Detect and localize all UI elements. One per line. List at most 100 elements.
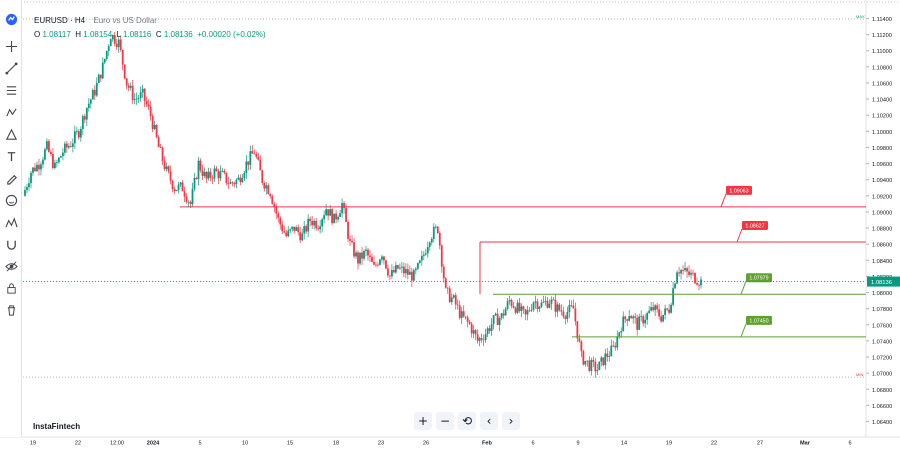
- y-tick-label[interactable]: 1.10200: [872, 114, 892, 120]
- candle-body: [494, 313, 497, 316]
- ruler-icon[interactable]: [3, 214, 19, 230]
- y-tick-label[interactable]: 1.10800: [872, 65, 892, 71]
- y-tick-label[interactable]: 1.09200: [872, 194, 892, 200]
- scroll-right-button[interactable]: ›: [502, 412, 520, 430]
- trash-icon[interactable]: [3, 302, 19, 318]
- y-tick-label[interactable]: 1.07000: [872, 372, 892, 378]
- y-tick-label[interactable]: 1.10000: [872, 130, 892, 136]
- level-label[interactable]: 1.08627: [745, 224, 764, 230]
- level-tag[interactable]: [746, 273, 772, 283]
- candle-body: [628, 315, 631, 321]
- projection-icon[interactable]: [3, 126, 19, 142]
- y-tick-label[interactable]: 1.10400: [872, 98, 892, 104]
- reset-button[interactable]: ⟲: [458, 412, 476, 430]
- y-tick-label[interactable]: 1.06600: [872, 404, 892, 410]
- x-tick-label[interactable]: Feb: [482, 441, 493, 447]
- pattern-icon[interactable]: [3, 104, 19, 120]
- y-tick-label[interactable]: 1.08400: [872, 259, 892, 265]
- level-label[interactable]: 1.07979: [749, 276, 768, 282]
- candle-body: [61, 152, 64, 157]
- y-tick-label[interactable]: 1.06800: [872, 388, 892, 394]
- y-tick-label[interactable]: 1.09400: [872, 178, 892, 184]
- x-tick-label[interactable]: 18: [333, 441, 339, 447]
- x-tick-label[interactable]: 19: [30, 441, 36, 447]
- y-tick-label[interactable]: 1.07400: [872, 339, 892, 345]
- y-tick-label[interactable]: 1.07200: [872, 356, 892, 362]
- x-tick-label[interactable]: 6: [531, 441, 534, 447]
- y-tick-label[interactable]: 1.09800: [872, 146, 892, 152]
- y-tick-label[interactable]: 1.08800: [872, 227, 892, 233]
- level-tag[interactable]: [746, 315, 772, 325]
- symbol-description: Euro vs US Dollar: [93, 16, 157, 25]
- candle-body: [620, 331, 623, 333]
- candle-body: [478, 338, 481, 341]
- y-tick-label[interactable]: 1.08600: [872, 243, 892, 249]
- text-icon[interactable]: [3, 170, 19, 186]
- candle-body: [121, 49, 124, 65]
- x-tick-label[interactable]: 6: [848, 441, 851, 447]
- level-callout-stem: [740, 281, 747, 295]
- y-tick-label[interactable]: 1.11000: [872, 49, 892, 55]
- x-tick-label[interactable]: 22: [75, 441, 81, 447]
- x-tick-label[interactable]: 5: [198, 441, 201, 447]
- scroll-left-button[interactable]: ‹: [480, 412, 498, 430]
- candle-body: [588, 360, 591, 371]
- candle-body: [590, 359, 593, 371]
- y-tick-label[interactable]: 1.11400: [872, 17, 892, 23]
- fib-icon[interactable]: [3, 82, 19, 98]
- x-tick-label[interactable]: 26: [423, 441, 429, 447]
- logo-icon[interactable]: [3, 11, 19, 27]
- price-axis[interactable]: 1.11400 1.11200 1.11000 1.10800 1.10600 1.104…: [866, 17, 900, 426]
- crosshair-icon[interactable]: [3, 38, 19, 54]
- candle-body: [654, 305, 657, 311]
- x-tick-label[interactable]: 12:00: [110, 441, 124, 447]
- y-tick-label[interactable]: 1.09000: [872, 210, 892, 216]
- level-tag[interactable]: [742, 221, 768, 231]
- y-tick-label[interactable]: 1.11200: [872, 33, 892, 39]
- candle-body: [279, 217, 282, 225]
- x-tick-label[interactable]: 9: [576, 441, 579, 447]
- y-tick-label[interactable]: 1.08000: [872, 291, 892, 297]
- x-tick-label[interactable]: Mar: [800, 441, 811, 447]
- x-tick-label[interactable]: 10: [242, 441, 248, 447]
- eye-icon[interactable]: [3, 258, 19, 274]
- x-tick-label[interactable]: 19: [666, 441, 672, 447]
- x-tick-label[interactable]: 15: [287, 441, 293, 447]
- candle-body: [159, 147, 162, 148]
- y-tick-label[interactable]: 1.10600: [872, 81, 892, 87]
- y-tick-label[interactable]: 1.07600: [872, 323, 892, 329]
- x-tick-label[interactable]: 22: [711, 441, 717, 447]
- candle-body: [448, 288, 451, 303]
- current-price-tag[interactable]: [867, 276, 900, 287]
- candle-body: [213, 168, 216, 179]
- magnet-icon[interactable]: [3, 236, 19, 252]
- brush-icon[interactable]: [3, 148, 19, 164]
- current-price-label[interactable]: 1.08136: [871, 280, 892, 286]
- candle-body: [608, 356, 611, 357]
- y-tick-label[interactable]: 1.07800: [872, 307, 892, 313]
- x-tick-label[interactable]: 2024: [147, 441, 160, 447]
- brand-label: InstaFintech: [33, 422, 81, 431]
- x-tick-label[interactable]: 27: [757, 441, 763, 447]
- horizontal-levels[interactable]: 1.09063 1.08627 1.07979 1.07450: [23, 185, 866, 338]
- candle-body: [700, 279, 702, 286]
- level-tag[interactable]: [726, 185, 752, 195]
- x-tick-label[interactable]: 14: [621, 441, 627, 447]
- x-tick-label[interactable]: 23: [378, 441, 384, 447]
- zoom-in-button[interactable]: +: [414, 412, 432, 430]
- candle-body: [109, 39, 112, 47]
- time-axis[interactable]: 19 22 12:00 2024 5 10 15 18 23 26 Feb 6 9 14 19 22 27 Mar…: [0, 436, 900, 447]
- level-label[interactable]: 1.07450: [749, 318, 768, 324]
- zoom-out-button[interactable]: −: [436, 412, 454, 430]
- y-tick-label[interactable]: 1.06400: [872, 420, 892, 426]
- candle-body: [101, 62, 104, 79]
- trend-line-icon[interactable]: [3, 60, 19, 76]
- lock-icon[interactable]: [3, 280, 19, 296]
- symbol-label[interactable]: EURUSD · H4: [34, 16, 86, 25]
- candle-body: [377, 264, 379, 266]
- y-tick-label[interactable]: 1.09600: [872, 162, 892, 168]
- level-label[interactable]: 1.09063: [729, 188, 748, 194]
- candle-body: [656, 305, 659, 310]
- emoji-icon[interactable]: [3, 192, 19, 208]
